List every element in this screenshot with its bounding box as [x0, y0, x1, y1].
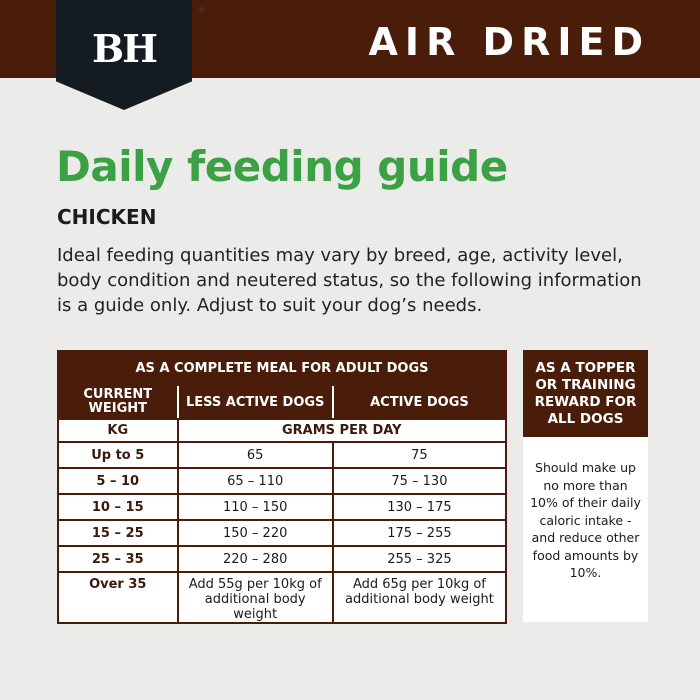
col-header: CURRENT WEIGHT: [57, 384, 179, 420]
table-row: Up to 5 65 75: [57, 441, 508, 469]
cell-less: 110 – 150: [176, 493, 334, 521]
cell-less: 65 – 110: [176, 467, 334, 495]
registered-mark: ®: [197, 6, 206, 16]
cell-weight: Over 35: [57, 571, 179, 624]
table-row: 25 – 35 220 – 280 255 – 325: [57, 545, 508, 573]
cell-weight: Up to 5: [57, 441, 179, 469]
feeding-table: AS A COMPLETE MEAL FOR ADULT DOGS CURREN…: [57, 350, 508, 624]
cell-active: 130 – 175: [331, 493, 508, 521]
table-row: Over 35 Add 55g per 10kg of additional bo…: [57, 571, 508, 624]
cell-active: 175 – 255: [331, 519, 508, 547]
cell-active: Add 65g per 10kg of additional body weig…: [331, 571, 508, 624]
page-title: Daily feeding guide: [56, 142, 508, 191]
topper-title: AS A TOPPER OR TRAINING REWARD FOR ALL D…: [523, 350, 648, 437]
cell-weight: 25 – 35: [57, 545, 179, 573]
cell-less: Add 55g per 10kg of additional body weig…: [176, 571, 334, 624]
topper-box: AS A TOPPER OR TRAINING REWARD FOR ALL D…: [523, 350, 648, 622]
subtitle: CHICKEN: [57, 205, 157, 229]
brand-logo: BH: [56, 0, 192, 110]
cell-active: 75: [331, 441, 508, 469]
cell-weight: 10 – 15: [57, 493, 179, 521]
cell-weight: 15 – 25: [57, 519, 179, 547]
intro-text: Ideal feeding quantities may vary by bre…: [57, 245, 642, 316]
unit-amount: GRAMS PER DAY: [176, 418, 508, 443]
cell-active: 255 – 325: [331, 545, 508, 573]
col-header: LESS ACTIVE DOGS: [176, 384, 334, 420]
cell-active: 75 – 130: [331, 467, 508, 495]
topper-text: Should make up no more than 10% of their…: [530, 460, 641, 580]
table-row: 10 – 15 110 – 150 130 – 175: [57, 493, 508, 521]
unit-weight: KG: [57, 418, 179, 443]
table-row: 5 – 10 65 – 110 75 – 130: [57, 467, 508, 495]
header-title: AIR DRIED: [368, 20, 650, 64]
col-header: ACTIVE DOGS: [331, 384, 508, 420]
table-row: 15 – 25 150 – 220 175 – 255: [57, 519, 508, 547]
cell-less: 220 – 280: [176, 545, 334, 573]
table-title: AS A COMPLETE MEAL FOR ADULT DOGS: [57, 350, 507, 386]
cell-weight: 5 – 10: [57, 467, 179, 495]
cell-less: 150 – 220: [176, 519, 334, 547]
cell-less: 65: [176, 441, 334, 469]
